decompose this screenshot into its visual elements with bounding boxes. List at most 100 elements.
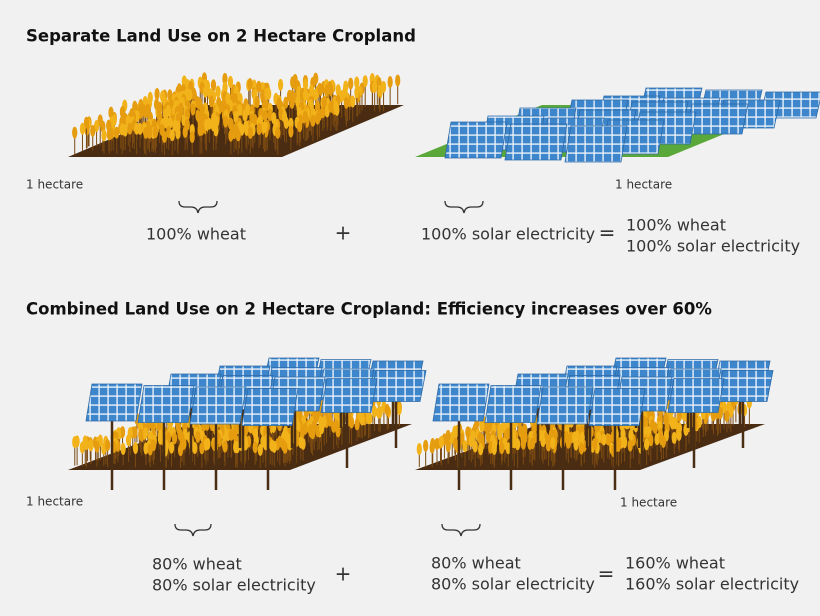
wheat-ear (372, 80, 378, 93)
wheat-ear (132, 441, 139, 454)
wheat-ear (650, 418, 656, 431)
wheat-ear (168, 441, 175, 454)
result-text: 160% wheat (625, 554, 725, 573)
wheat-ear (283, 116, 289, 129)
wheat-ear (88, 439, 94, 452)
wheat-ear (654, 433, 660, 446)
brace (178, 200, 218, 214)
wheat-ear (335, 425, 341, 438)
wheat-ear (203, 438, 209, 451)
wheat-ear (228, 428, 234, 441)
wheat-ear (202, 85, 209, 98)
wheat-ear (315, 112, 321, 125)
wheat-ear (359, 413, 365, 426)
operator: + (335, 221, 352, 245)
wheat-ear (384, 403, 390, 416)
wheat-ear (334, 103, 340, 116)
brace (444, 200, 484, 214)
solar-panel (369, 370, 427, 402)
wheat-ear (242, 109, 248, 122)
wheat-ear (119, 123, 125, 136)
wheat-ear (199, 103, 205, 116)
wheat-ear (143, 442, 149, 455)
wheat-ear (138, 106, 144, 119)
wheat-ear (94, 440, 100, 453)
wheat-ear (156, 419, 162, 432)
wheat-ear (228, 129, 234, 142)
wheat-ear (459, 432, 465, 445)
wheat-ear (643, 438, 650, 451)
field-label: 1 hectare (620, 496, 677, 510)
wheat-ear (302, 89, 309, 102)
wheat-ear (93, 119, 100, 132)
solar-panel (85, 383, 143, 422)
result-text: 160% solar electricity (625, 575, 799, 594)
wheat-ear (254, 96, 260, 109)
wheat-ear (491, 442, 497, 455)
solar-panel (716, 370, 774, 402)
wheat-ear (277, 435, 283, 448)
wheat-ear (257, 443, 263, 456)
wheat-ear (108, 106, 114, 119)
brace (441, 523, 481, 537)
wheat-ear (143, 106, 149, 119)
result-text: 100% wheat (626, 216, 726, 235)
left-text: 80% wheat (152, 555, 242, 574)
wheat-ear (663, 412, 669, 425)
wheat-ear (462, 440, 468, 453)
wheat-ear (615, 439, 621, 452)
wheat-ear (445, 429, 451, 442)
wheat-ear (83, 116, 90, 129)
wheat-ear (256, 122, 262, 135)
wheat-ear (515, 438, 521, 451)
wheat-ear (157, 432, 164, 445)
wheat-ear (350, 95, 356, 108)
wheat-ear (189, 130, 195, 143)
wheat-ear (354, 86, 360, 99)
wheat-ear (192, 441, 198, 454)
wheat-ear (256, 80, 262, 93)
wheat-ear (227, 75, 234, 88)
wheat-ear (157, 101, 163, 114)
wheat-ear (648, 434, 654, 447)
wheat-ear (416, 443, 422, 456)
solar-panel (536, 386, 594, 425)
wheat-ear (377, 406, 383, 419)
left-text: 100% wheat (146, 225, 246, 244)
solar-panel (667, 378, 725, 413)
wheat-ear (262, 109, 268, 122)
wheat-ear (348, 416, 355, 429)
right-text: 80% wheat (431, 554, 521, 573)
wheat-ear (310, 427, 316, 440)
solar-panel (484, 385, 542, 423)
wheat-ear (520, 437, 526, 450)
wheat-ear (79, 122, 86, 135)
wheat-ear (119, 105, 126, 118)
field-label: 1 hectare (615, 178, 672, 192)
wheat-ear (321, 96, 327, 109)
wheat-ear (396, 403, 402, 416)
wheat-ear (72, 436, 78, 449)
wheat-ear (550, 437, 556, 450)
wheat-ear (601, 433, 607, 446)
wheat-ear (313, 88, 319, 101)
result-text: 100% solar electricity (626, 237, 800, 256)
wheat-ear (472, 440, 478, 453)
wheat-ear (499, 442, 505, 455)
wheat-ear (627, 439, 633, 452)
solar-panel (444, 121, 508, 159)
wheat-ear (297, 408, 303, 421)
solar-panel (588, 388, 646, 426)
wheat-ear (260, 89, 266, 102)
wheat-ear (354, 418, 360, 431)
wheat-ear (497, 428, 503, 441)
wheat-ear (215, 85, 221, 98)
wheat-ear (105, 439, 111, 452)
wheat-ear (423, 439, 429, 452)
right-text: 100% solar electricity (421, 225, 595, 244)
wheat-ear (289, 96, 295, 109)
wheat-ear (362, 75, 368, 88)
wheat-ear (72, 126, 78, 139)
wheat-ear (204, 118, 210, 131)
wheat-ear (377, 84, 383, 97)
